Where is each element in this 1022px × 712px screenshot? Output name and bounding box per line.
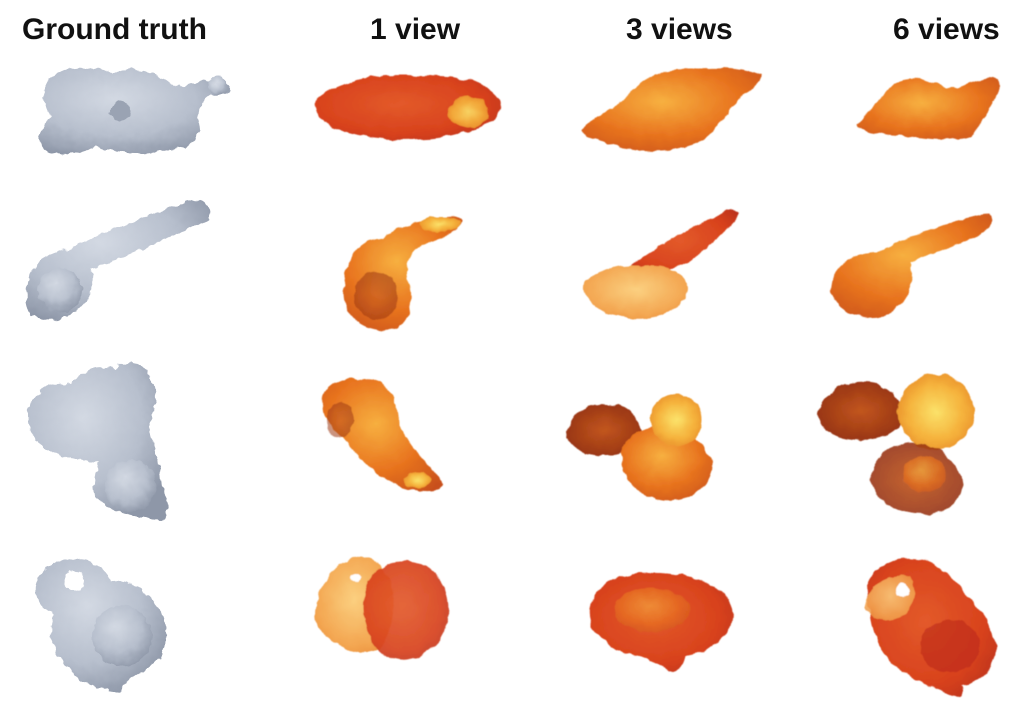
ground-truth-row-2	[26, 199, 211, 321]
ground-truth-row-1	[38, 68, 230, 155]
reconstruction-6-views-row-2	[830, 214, 993, 318]
reconstruction-3-views-row-1	[580, 68, 762, 151]
column-header-1-view: 1 view	[370, 13, 461, 46]
column-header-ground-truth: Ground truth	[22, 13, 207, 46]
reconstruction-3-views-row-4	[589, 572, 733, 673]
ground-truth-row-3	[28, 362, 168, 520]
column-header-6-views: 6 views	[893, 13, 1000, 46]
reconstruction-1-view-row-4	[315, 556, 449, 661]
reconstruction-1-view-row-1	[315, 74, 501, 140]
reconstruction-6-views-row-3	[818, 374, 974, 514]
column-header-3-views: 3 views	[626, 13, 733, 46]
ground-truth-row-4	[35, 559, 167, 694]
reconstruction-1-view-row-3	[321, 378, 442, 492]
reconstruction-1-view-row-2	[343, 215, 462, 331]
reconstruction-3-views-row-2	[583, 209, 740, 319]
reconstruction-3-views-row-3	[566, 394, 712, 501]
reconstruction-6-views-row-4	[866, 557, 996, 698]
reconstruction-6-views-row-1	[858, 77, 1000, 140]
